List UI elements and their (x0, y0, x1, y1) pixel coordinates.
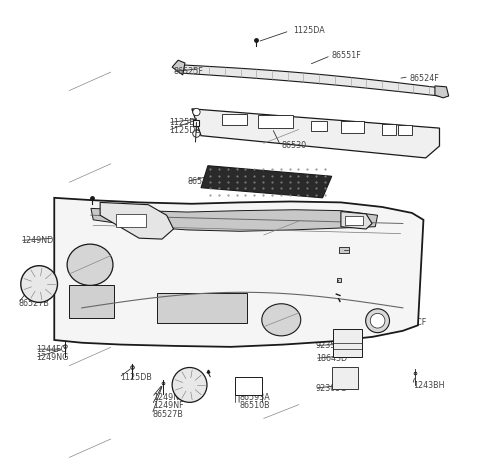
Bar (258, 116, 293, 129)
Text: 92303G: 92303G (316, 383, 347, 392)
Text: 1249NG: 1249NG (36, 352, 68, 361)
Text: 1335CF: 1335CF (396, 318, 426, 326)
Text: 1249NF: 1249NF (153, 400, 183, 409)
Bar (157, 294, 247, 323)
Text: 1491AD: 1491AD (355, 275, 386, 284)
Text: 86527B: 86527B (19, 298, 50, 307)
Bar (382, 125, 396, 135)
Bar (338, 248, 348, 253)
Text: 86520B: 86520B (183, 244, 214, 253)
Text: 86593A: 86593A (125, 223, 156, 232)
Circle shape (366, 309, 389, 333)
Text: 86513S: 86513S (187, 177, 217, 186)
Circle shape (193, 109, 200, 117)
Text: 1244FG: 1244FG (36, 344, 67, 353)
Polygon shape (201, 166, 332, 198)
Text: 86590: 86590 (56, 198, 81, 207)
Polygon shape (100, 203, 173, 240)
Bar (70, 286, 114, 319)
Text: 1249ND: 1249ND (21, 235, 53, 244)
Bar (235, 377, 262, 395)
Bar (311, 122, 327, 132)
Text: 92350M: 92350M (316, 340, 348, 349)
Circle shape (193, 131, 200, 138)
Text: 1249NE: 1249NE (355, 249, 386, 258)
Text: 1244FE: 1244FE (355, 290, 384, 299)
Text: 1125DA: 1125DA (293, 26, 324, 35)
Text: 86517M: 86517M (295, 220, 327, 230)
Text: 86510B: 86510B (240, 400, 271, 409)
Circle shape (370, 313, 385, 328)
Polygon shape (91, 209, 378, 232)
Ellipse shape (67, 245, 113, 286)
Bar (222, 115, 247, 126)
Polygon shape (192, 110, 440, 158)
Bar (398, 126, 412, 136)
Polygon shape (180, 66, 440, 97)
Bar (332, 367, 359, 389)
Ellipse shape (262, 304, 301, 336)
Bar (116, 214, 146, 227)
Text: 1125DL: 1125DL (169, 118, 200, 126)
Text: 18643D: 18643D (316, 353, 347, 362)
Bar (345, 217, 363, 226)
Polygon shape (435, 87, 449, 99)
Text: 86142A: 86142A (355, 298, 385, 307)
Text: 1249ND: 1249ND (153, 392, 185, 401)
Text: 86524F: 86524F (410, 74, 439, 83)
Polygon shape (54, 198, 423, 347)
Text: 1249NK: 1249NK (355, 257, 386, 266)
Text: 86525F: 86525F (173, 67, 204, 76)
Text: 1125DE: 1125DE (169, 125, 200, 134)
Text: 86551F: 86551F (332, 51, 361, 60)
Text: 86530: 86530 (281, 140, 306, 149)
Bar (333, 329, 362, 358)
Circle shape (21, 266, 58, 303)
Bar (341, 122, 364, 134)
Text: 86527B: 86527B (153, 409, 184, 418)
Text: 1243BH: 1243BH (413, 380, 445, 389)
Polygon shape (341, 212, 372, 230)
Text: 1125DB: 1125DB (120, 372, 152, 381)
Circle shape (172, 368, 207, 403)
Text: 86593A: 86593A (240, 392, 271, 401)
Polygon shape (172, 61, 185, 76)
